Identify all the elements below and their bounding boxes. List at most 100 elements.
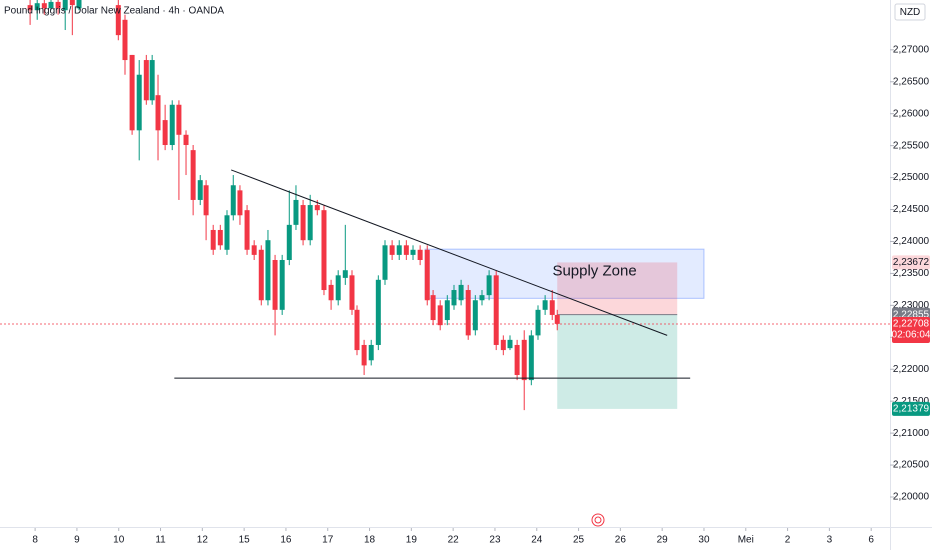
candle-body — [286, 224, 292, 260]
y-tick-label: 2,25000 — [893, 172, 930, 183]
countdown: 02:06:04 — [892, 330, 931, 341]
candle-body — [129, 54, 135, 131]
x-tick-label: 9 — [74, 535, 80, 546]
candle-body — [34, 3, 40, 11]
candle-body — [382, 245, 388, 280]
candle-body — [115, 5, 121, 36]
x-tick-label: 8 — [32, 535, 38, 546]
candle-body — [403, 245, 409, 255]
candle-body — [335, 275, 341, 301]
x-tick-label: 12 — [197, 535, 209, 546]
candle-body — [210, 229, 216, 250]
candle-body — [549, 300, 555, 315]
target-zone — [557, 314, 678, 409]
candle-body — [354, 309, 360, 351]
candle-body — [451, 290, 457, 306]
candle-body — [361, 344, 367, 366]
price-label: 2,21379 — [893, 404, 930, 415]
candle-body — [554, 314, 560, 324]
x-tick-label: 17 — [322, 535, 334, 546]
candle-body — [528, 335, 534, 381]
events-icon-inner — [594, 516, 602, 524]
x-tick-label: 23 — [489, 535, 501, 546]
candle-body — [514, 344, 520, 375]
candle-body — [328, 284, 334, 301]
candle-body — [265, 240, 271, 301]
y-tick-label: 2,23000 — [893, 300, 930, 311]
candle-body — [48, 1, 54, 9]
price-label-box — [892, 317, 930, 344]
candle-body — [122, 19, 128, 61]
candle-body — [410, 249, 416, 255]
stop-zone — [557, 262, 678, 315]
y-tick-label: 2,26500 — [893, 76, 930, 87]
y-tick-label: 2,21000 — [893, 428, 930, 439]
price-label-box — [892, 401, 930, 416]
y-tick-label: 2,20000 — [893, 492, 930, 503]
candle-body — [368, 344, 374, 361]
x-tick-label: 22 — [448, 535, 460, 546]
x-tick-label: 6 — [868, 535, 874, 546]
x-tick-label: Mei — [738, 535, 754, 546]
candle-body — [293, 199, 299, 225]
x-tick-label: 15 — [239, 535, 251, 546]
candle-body — [521, 339, 527, 381]
candle-body — [272, 260, 278, 310]
candle-body — [486, 275, 492, 296]
candle-body — [224, 215, 230, 250]
candle-body — [444, 300, 450, 321]
x-tick-label: 19 — [406, 535, 418, 546]
candle-body — [197, 180, 203, 200]
currency-box[interactable] — [894, 3, 926, 21]
candle-body — [55, 1, 61, 9]
candle-body — [27, 5, 33, 11]
candle-body — [217, 229, 223, 246]
candle-body — [62, 0, 68, 11]
trend-line — [230, 169, 668, 336]
candle-body — [190, 150, 196, 200]
candle-body — [203, 185, 209, 216]
candle-body — [375, 279, 381, 345]
candle-body — [321, 210, 327, 291]
price-label-box — [892, 255, 930, 270]
candle-body — [342, 270, 348, 278]
candle-body — [69, 0, 75, 6]
x-tick-label: 10 — [113, 535, 125, 546]
x-tick-label: 24 — [531, 535, 543, 546]
candle-body — [76, 0, 82, 9]
candle-body — [279, 260, 285, 310]
x-tick-label: 29 — [657, 535, 669, 546]
candle-body — [169, 104, 175, 146]
candle-body — [307, 205, 313, 241]
currency: NZD — [900, 7, 921, 18]
candle-body — [507, 339, 513, 349]
candle-body — [162, 120, 168, 146]
candle-body — [396, 245, 402, 255]
chart-title: Pound Inggris / Dolar New Zealand · 4h ·… — [4, 6, 224, 17]
plot-area: Supply Zone — [0, 0, 890, 411]
x-tick-label: 2 — [785, 535, 791, 546]
supply-zone-label: Supply Zone — [552, 263, 636, 280]
candle-body — [155, 95, 161, 131]
candle-body — [183, 134, 189, 146]
y-tick-label: 2,21500 — [893, 396, 930, 407]
candle-body — [424, 249, 430, 301]
y-tick-label: 2,22000 — [893, 364, 930, 375]
candle-body — [136, 74, 142, 131]
candle-body — [300, 205, 306, 241]
candle-body — [237, 190, 243, 216]
candle-body — [465, 290, 471, 336]
candle-body — [500, 339, 506, 351]
candle-body — [251, 245, 257, 255]
candle-body — [258, 249, 264, 301]
y-tick-label: 2,24500 — [893, 204, 930, 215]
x-tick-label: 30 — [698, 535, 710, 546]
candle-body — [41, 3, 47, 9]
candle-body — [458, 284, 464, 301]
candle-body — [230, 185, 236, 216]
candle-body — [349, 275, 355, 310]
events-icon[interactable] — [591, 513, 605, 527]
x-tick-label: 18 — [364, 535, 376, 546]
candle-body — [472, 300, 478, 331]
